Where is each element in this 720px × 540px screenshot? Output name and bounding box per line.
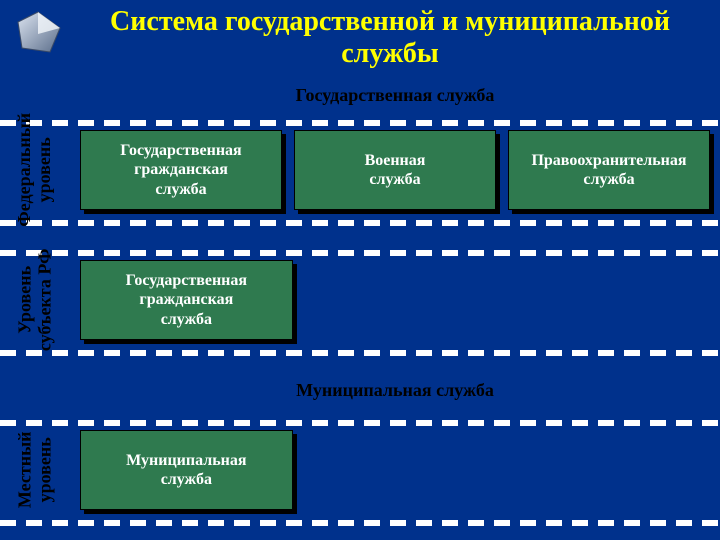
- service-box-military: Военнаяслужба: [294, 130, 496, 210]
- service-box-label: Правоохранительнаяслужба: [531, 151, 686, 189]
- service-box-law-enforcement: Правоохранительнаяслужба: [508, 130, 710, 210]
- box-row: Государственнаягражданскаяслужба: [80, 260, 710, 340]
- level-label-federal: Федеральныйуровень: [0, 120, 70, 220]
- level-label-line: уровень: [34, 137, 54, 202]
- empty-slot: [513, 260, 710, 340]
- slide: Система государственной и муниципальной …: [0, 0, 720, 540]
- service-box-municipal: Муниципальнаяслужба: [80, 430, 293, 510]
- row-divider: [0, 520, 720, 526]
- empty-slot: [513, 430, 710, 510]
- row-divider: [0, 220, 720, 226]
- row-divider: [0, 350, 720, 356]
- section-header-state: Государственная служба: [80, 85, 710, 106]
- box-row: Государственнаягражданскаяслужба Военнаяс…: [80, 130, 710, 210]
- row-divider: [0, 420, 720, 426]
- level-label-line: Местный: [14, 432, 34, 509]
- box-row: Муниципальнаяслужба: [80, 430, 710, 510]
- service-box-civil-subject: Государственнаягражданскаяслужба: [80, 260, 293, 340]
- level-label-line: уровень: [34, 437, 54, 502]
- service-box-label: Государственнаягражданскаяслужба: [120, 141, 241, 199]
- level-label-line: Уровень: [14, 266, 34, 334]
- row-subject: Уровеньсубъекта РФ Государственнаяграждан…: [0, 250, 720, 350]
- row-federal: ФедеральныйуровеньГосударственнаяграждан…: [0, 120, 720, 220]
- level-label-line: Федеральный: [14, 113, 34, 227]
- level-label-subject: Уровеньсубъекта РФ: [0, 250, 70, 350]
- service-box-civil-federal: Государственнаягражданскаяслужба: [80, 130, 282, 210]
- page-title: Система государственной и муниципальной …: [80, 6, 700, 70]
- section-header-municipal: Муниципальная служба: [80, 380, 710, 401]
- logo-icon: [8, 8, 68, 58]
- service-box-label: Военнаяслужба: [365, 151, 426, 189]
- service-box-label: Государственнаягражданскаяслужба: [126, 271, 247, 329]
- level-label-line: субъекта РФ: [34, 249, 54, 352]
- row-divider: [0, 120, 720, 126]
- row-divider: [0, 250, 720, 256]
- row-local: Местныйуровень Муниципальнаяслужба: [0, 420, 720, 520]
- level-label-local: Местныйуровень: [0, 420, 70, 520]
- empty-slot: [305, 430, 502, 510]
- service-box-label: Муниципальнаяслужба: [126, 451, 246, 489]
- empty-slot: [305, 260, 502, 340]
